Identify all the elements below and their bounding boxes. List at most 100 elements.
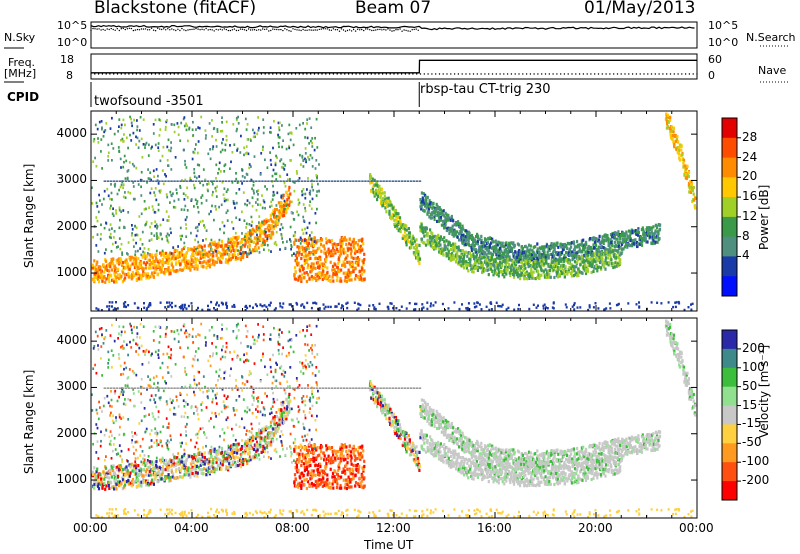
power-cell xyxy=(398,216,402,220)
power-cell xyxy=(630,242,633,246)
power-range-line xyxy=(209,180,213,182)
power-cell xyxy=(215,253,218,257)
power-ground xyxy=(518,303,520,307)
power-cell xyxy=(456,250,459,254)
velocity-cell xyxy=(144,469,147,473)
power-cell xyxy=(550,242,553,246)
power-cell xyxy=(191,264,194,269)
power-cell xyxy=(94,265,97,269)
power-cell xyxy=(462,227,465,231)
power-cell xyxy=(394,214,397,218)
power-cell xyxy=(103,274,106,279)
velocity-cell xyxy=(132,480,135,484)
power-cell xyxy=(193,246,196,250)
power-cell xyxy=(513,264,516,268)
power-cell xyxy=(486,241,490,245)
power-scatter xyxy=(302,232,305,235)
power-cell xyxy=(438,241,441,245)
power-scatter xyxy=(132,197,135,201)
power-scatter xyxy=(135,135,137,139)
power-range-line xyxy=(412,180,416,182)
velocity-cell xyxy=(96,467,99,471)
power-scatter xyxy=(311,185,313,189)
power-cell xyxy=(628,244,631,248)
power-cell xyxy=(137,276,140,280)
power-cell xyxy=(350,249,353,253)
velocity-cell xyxy=(154,471,157,475)
power-scatter xyxy=(126,253,129,256)
power-scatter xyxy=(311,145,314,148)
power-cell xyxy=(385,196,388,200)
power-cell xyxy=(559,270,563,274)
power-ground xyxy=(573,303,575,307)
power-cell xyxy=(607,249,610,253)
power-cell xyxy=(522,254,525,258)
power-range-line xyxy=(352,180,355,182)
power-range-line xyxy=(343,180,346,182)
power-cell xyxy=(482,255,486,259)
power-cell xyxy=(177,252,180,256)
power-cell xyxy=(298,248,301,252)
power-cell xyxy=(265,219,268,224)
power-cell xyxy=(128,267,131,271)
power-cell xyxy=(133,259,136,264)
power-scatter xyxy=(159,128,162,131)
power-cell xyxy=(523,274,526,278)
power-scatter xyxy=(272,213,275,216)
power-cell xyxy=(334,273,337,277)
power-cell xyxy=(232,236,235,240)
power-scatter xyxy=(113,230,116,233)
power-ground xyxy=(133,302,136,305)
power-cell xyxy=(297,278,300,282)
power-cell xyxy=(498,256,501,260)
power-cell xyxy=(348,262,351,266)
power-cell xyxy=(138,261,141,265)
power-cell xyxy=(550,260,553,264)
power-cell xyxy=(250,229,253,233)
power-ground xyxy=(174,304,177,308)
power-cell xyxy=(466,242,469,246)
power-cell xyxy=(425,198,428,202)
power-cell xyxy=(138,274,141,278)
power-cell xyxy=(332,246,335,250)
power-cell xyxy=(496,261,499,266)
power-cell xyxy=(573,248,576,252)
power-scatter xyxy=(275,154,277,158)
power-cell xyxy=(479,248,482,252)
power-cell xyxy=(645,240,648,244)
power-scatter xyxy=(124,177,127,180)
power-cell xyxy=(635,240,638,245)
power-scatter xyxy=(310,231,313,234)
velocity-cell xyxy=(137,464,140,468)
power-cell xyxy=(353,242,356,246)
power-cell xyxy=(489,267,493,271)
power-scatter xyxy=(122,165,125,169)
power-cell xyxy=(476,266,479,270)
velocity-cell xyxy=(100,480,103,484)
power-scatter xyxy=(310,207,313,211)
power-cell xyxy=(167,266,170,270)
power-ground xyxy=(315,302,318,305)
power-cell xyxy=(275,207,278,212)
power-ground xyxy=(687,306,690,309)
power-scatter xyxy=(105,122,108,125)
power-cell xyxy=(308,277,311,281)
power-scatter xyxy=(216,130,219,133)
power-scatter xyxy=(274,172,276,176)
power-scatter xyxy=(248,252,250,256)
power-cell xyxy=(434,246,437,251)
power-ground xyxy=(254,303,257,306)
power-scatter xyxy=(310,139,312,143)
power-cell xyxy=(625,231,628,235)
power-cell xyxy=(161,251,164,255)
power-cell xyxy=(487,263,490,267)
velocity-cell xyxy=(177,458,180,462)
power-cell xyxy=(331,243,334,247)
power-ground xyxy=(318,307,321,310)
power-range-line xyxy=(303,180,307,182)
power-cell xyxy=(474,263,477,267)
power-cell xyxy=(272,220,275,224)
power-ground xyxy=(675,301,678,304)
power-cell xyxy=(392,206,395,210)
velocity-cell xyxy=(207,451,210,455)
